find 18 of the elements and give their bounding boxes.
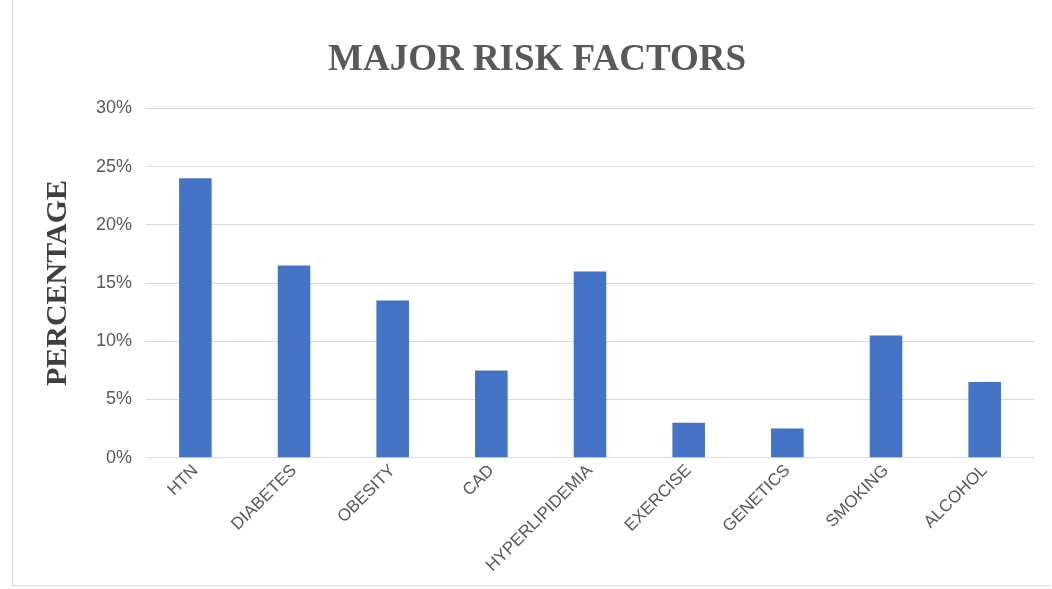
bar bbox=[573, 271, 607, 458]
bar bbox=[869, 335, 903, 458]
chart-title: MAJOR RISK FACTORS bbox=[327, 36, 747, 78]
bar bbox=[277, 265, 311, 458]
bar bbox=[179, 178, 212, 458]
y-tick-label: 15% bbox=[96, 272, 133, 293]
bar bbox=[475, 370, 508, 458]
bar bbox=[968, 382, 1001, 458]
y-tick-label: 30% bbox=[96, 97, 133, 118]
bar bbox=[376, 300, 409, 458]
bar bbox=[771, 428, 804, 458]
y-axis-title: PERCENTAGE bbox=[38, 179, 72, 387]
y-tick-label: 25% bbox=[96, 155, 133, 176]
y-tick-label: 0% bbox=[106, 446, 133, 467]
y-tick-label: 10% bbox=[96, 330, 133, 351]
y-tick-label: 20% bbox=[96, 213, 133, 234]
y-tick-label: 5% bbox=[106, 388, 133, 409]
bar bbox=[672, 422, 705, 458]
